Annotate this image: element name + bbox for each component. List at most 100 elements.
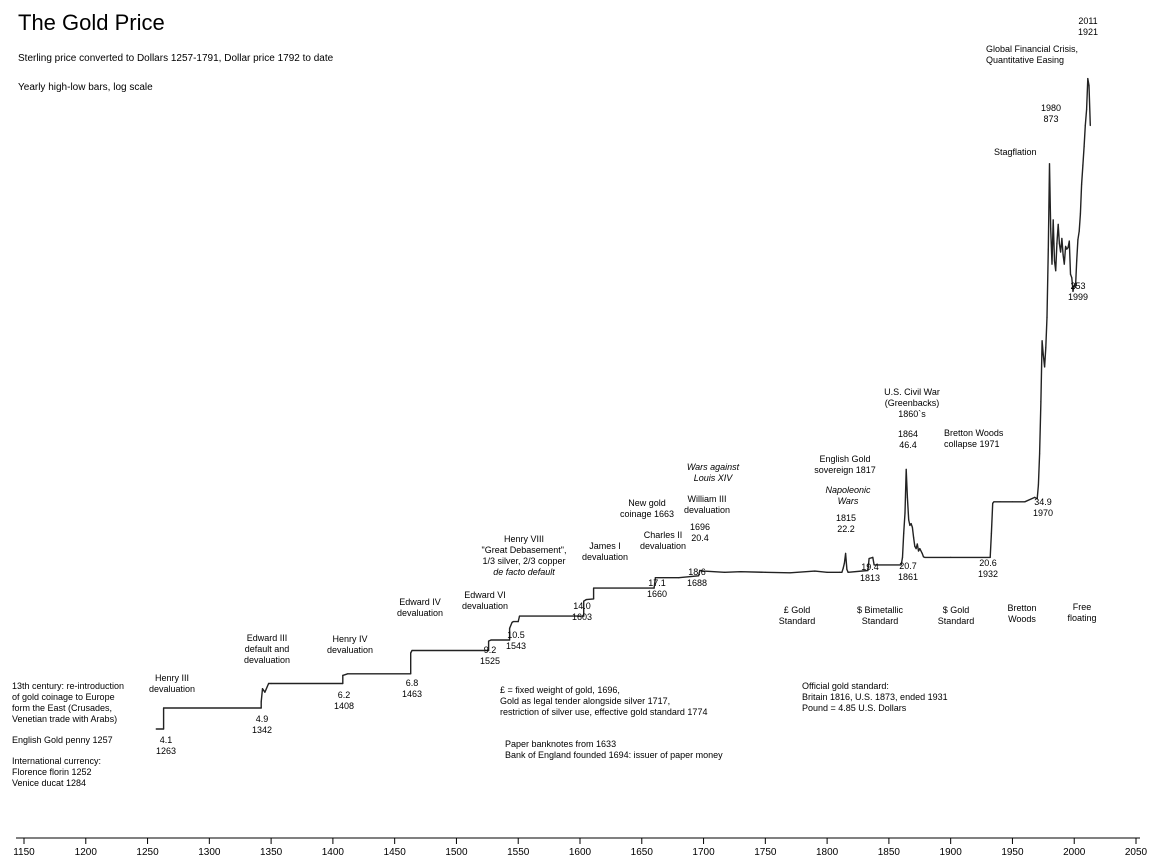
value-label-1408: 6.2 1408	[333, 690, 355, 711]
price-point	[1036, 498, 1038, 500]
price-point	[1052, 219, 1054, 221]
price-point	[1083, 146, 1085, 148]
price-point	[999, 501, 1001, 503]
chart-subtitle: Sterling price converted to Dollars 1257…	[18, 53, 334, 64]
value-label-1861: 20.7 1861	[897, 561, 919, 582]
price-point	[518, 615, 521, 617]
price-point	[1040, 401, 1042, 403]
price-point	[270, 682, 272, 685]
price-point	[342, 682, 344, 685]
price-point	[1024, 501, 1026, 503]
value-label-1932: 20.6 1932	[977, 558, 999, 579]
price-point	[699, 569, 701, 572]
value-label-1696: 1696 20.4	[689, 522, 711, 543]
note-official-gold-standard: Official gold standard: Britain 1816, U.S…	[802, 681, 948, 713]
price-point	[1011, 501, 1014, 503]
price-point	[1069, 273, 1072, 275]
chart-title: The Gold Price	[18, 10, 165, 35]
price-point	[1066, 248, 1068, 250]
price-point	[1047, 248, 1049, 250]
price-point	[919, 548, 921, 550]
price-point	[868, 557, 870, 560]
price-point	[593, 587, 595, 589]
price-point	[488, 649, 490, 652]
price-point	[583, 600, 585, 602]
event-new-gold-coinage: New gold coinage 1663	[619, 498, 675, 519]
price-point	[845, 552, 847, 555]
note-international-currency: International currency: Florence florin …	[12, 756, 102, 788]
price-point	[914, 545, 916, 547]
price-point	[1050, 228, 1052, 230]
price-point	[842, 567, 844, 569]
value-label-1660: 17.1 1660	[646, 578, 668, 599]
price-point	[1042, 354, 1044, 356]
event-edward-vi: Edward VI devaluation	[461, 590, 509, 611]
price-point	[764, 571, 766, 573]
x-tick-label: 1950	[1001, 847, 1024, 858]
price-point	[411, 649, 413, 652]
event-wars-louis-xiv: Wars against Louis XIV	[686, 462, 740, 483]
price-point	[950, 556, 952, 559]
price-point	[509, 627, 511, 630]
price-point	[992, 502, 994, 504]
price-point	[653, 587, 655, 589]
price-point	[261, 688, 264, 690]
price-point	[488, 640, 490, 642]
price-point	[1082, 164, 1084, 166]
price-point	[698, 575, 700, 577]
price-point	[1071, 277, 1073, 279]
value-label-1864: 1864 46.4	[897, 429, 919, 450]
x-tick-label: 2050	[1125, 847, 1148, 858]
price-point	[1074, 286, 1077, 288]
price-point	[1077, 239, 1079, 241]
value-label-1970: 34.9 1970	[1032, 497, 1054, 518]
price-point	[905, 468, 907, 470]
x-tick-label: 1700	[692, 847, 715, 858]
price-point	[1088, 84, 1090, 87]
x-tick-label: 1200	[75, 847, 98, 858]
value-label-1815: 1815 22.2	[835, 513, 857, 534]
price-point	[509, 639, 511, 641]
price-point	[841, 571, 843, 573]
value-label-1813: 19.4 1813	[859, 562, 881, 583]
event-henry-iv: Henry IV devaluation	[326, 634, 374, 655]
price-point	[1041, 340, 1043, 342]
price-point	[1065, 245, 1067, 247]
price-point	[846, 568, 848, 571]
price-point	[1072, 290, 1074, 292]
price-point	[900, 564, 902, 566]
price-point	[913, 536, 915, 539]
event-henry-iii: Henry III devaluation	[148, 673, 196, 694]
price-point	[724, 571, 726, 573]
price-point	[903, 532, 905, 534]
price-point	[826, 571, 828, 573]
price-point	[1073, 284, 1075, 286]
note-english-gold-penny: English Gold penny 1257	[12, 735, 113, 745]
price-point	[347, 673, 349, 675]
price-point	[1060, 251, 1062, 253]
price-point	[910, 523, 912, 525]
price-point	[654, 577, 657, 579]
x-tick-label: 1150	[13, 847, 35, 858]
regime-dollar-gold-standard: $ Gold Standard	[937, 605, 975, 626]
price-point	[990, 532, 993, 534]
event-us-civil-war: U.S. Civil War (Greenbacks) 1860`s	[884, 387, 940, 419]
price-point	[1081, 183, 1083, 185]
value-label-1688: 18.6 1688	[686, 567, 708, 588]
price-point	[922, 556, 925, 558]
price-point	[163, 728, 165, 730]
price-point	[843, 562, 846, 564]
price-point	[921, 552, 923, 555]
price-point	[1086, 108, 1088, 111]
value-label-1525: 9.2 1525	[479, 645, 501, 666]
price-point	[678, 577, 680, 579]
x-tick-label: 1750	[754, 847, 777, 858]
price-point	[1048, 163, 1051, 165]
price-point	[909, 524, 911, 527]
price-point	[410, 673, 412, 675]
event-stagflation: Stagflation	[994, 147, 1037, 157]
price-point	[1037, 484, 1039, 486]
event-english-gold-sovereign: English Gold sovereign 1817	[814, 454, 876, 475]
